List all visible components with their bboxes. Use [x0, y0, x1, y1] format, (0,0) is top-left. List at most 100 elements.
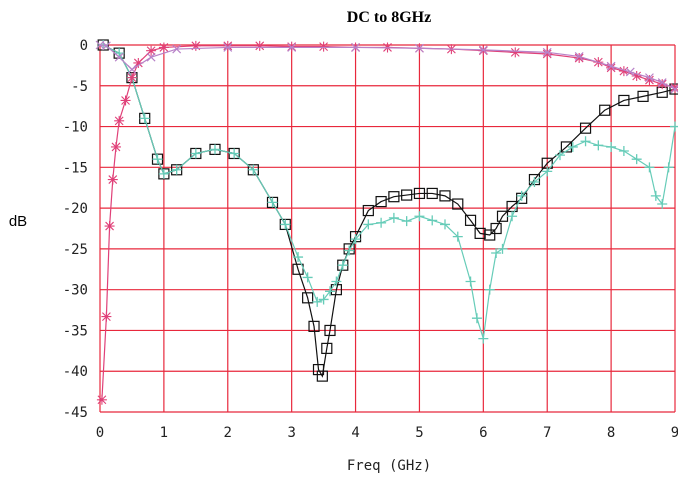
series-1-point-12: [280, 219, 291, 230]
series-3-point-16: [657, 78, 667, 87]
series-1-point-21: [350, 234, 361, 245]
series-3-point-6: [223, 43, 233, 52]
series-0-point-42: [579, 122, 592, 134]
series-1-point-46: [631, 154, 642, 165]
series-2-point-30: [670, 82, 678, 93]
series-0-point-28: [413, 187, 426, 200]
y-axis-label: dB: [9, 213, 27, 230]
series-0-point-14: [302, 292, 314, 304]
series-1-point-40: [555, 150, 565, 161]
x-axis-label: Freq (GHz): [347, 458, 431, 474]
series-1-point-9: [229, 148, 240, 159]
series-2-point-10: [158, 42, 169, 53]
series-0-point-44: [618, 94, 630, 107]
series-2-point-13: [254, 40, 265, 51]
series-1-point-33: [484, 284, 495, 295]
series-2-point-26: [618, 66, 629, 77]
series-2-point-25: [606, 62, 617, 73]
series-1-point-31: [471, 313, 482, 324]
series-3-point-13: [606, 61, 616, 71]
series-1-point-35: [497, 243, 508, 254]
x-tick-label-0: 0: [96, 425, 104, 441]
series-2-point-1: [101, 311, 112, 322]
series-1-point-23: [376, 217, 387, 228]
y-tick-label-2: -10: [63, 120, 88, 136]
series-1-point-15: [312, 296, 323, 307]
series-group: [95, 39, 678, 405]
series-0-point-31: [452, 198, 464, 210]
series-1-point-51: [670, 121, 678, 132]
series-1-point-29: [452, 231, 463, 242]
series-1-point-18: [331, 276, 342, 287]
series-0-point-35: [490, 222, 502, 235]
series-2-point-23: [574, 53, 585, 64]
series-2-point-29: [657, 79, 668, 90]
series-2-point-22: [542, 48, 553, 59]
series-3-point-3: [127, 65, 137, 74]
series-1-point-37: [516, 190, 527, 201]
series-1-point-50: [663, 162, 674, 173]
series-2-point-4: [110, 141, 121, 152]
y-tick-label-3: -15: [63, 160, 88, 176]
series-1-point-34: [491, 247, 502, 258]
series-1-point-16: [318, 294, 329, 305]
series-0-point-30: [439, 190, 451, 202]
series-1-point-45: [618, 146, 629, 157]
series-1-point-43: [593, 140, 604, 151]
series-3-point-11: [542, 47, 552, 57]
series-1-line: [102, 44, 676, 339]
y-tick-label-5: -25: [63, 242, 88, 258]
series-1-point-22: [363, 219, 374, 230]
series-1-point-30: [465, 276, 476, 287]
x-tick-label-7: 7: [543, 425, 551, 441]
series-2-point-27: [631, 70, 642, 81]
y-tick-label-8: -40: [63, 364, 88, 380]
series-1-point-6: [171, 164, 182, 175]
series-1-point-10: [248, 164, 259, 175]
series-2-point-15: [318, 41, 329, 52]
series-0-point-16: [312, 363, 325, 376]
series-1-point-36: [507, 211, 518, 222]
series-2-point-0: [96, 394, 107, 405]
y-tick-label-7: -35: [63, 323, 88, 339]
series-1-point-8: [210, 144, 220, 155]
series-2-point-3: [107, 174, 118, 185]
series-2-point-7: [126, 72, 137, 83]
series-1: [98, 40, 678, 344]
series-0-point-43: [599, 104, 611, 116]
series-2-point-8: [133, 57, 144, 68]
series-3-point-1: [101, 41, 111, 51]
y-tick-label-0: 0: [80, 38, 88, 54]
x-tick-label-6: 6: [479, 425, 487, 441]
series-1-point-24: [388, 212, 399, 223]
series-1-point-7: [190, 148, 201, 159]
series-0-point-45: [637, 90, 649, 102]
series-2-point-21: [510, 47, 521, 58]
series-0-point-26: [388, 191, 400, 203]
series-0-point-29: [426, 187, 438, 200]
series-2-point-6: [120, 95, 131, 106]
series-1-point-28: [440, 219, 450, 230]
y-tick-label-9: -45: [63, 405, 88, 421]
series-1-point-47: [644, 162, 655, 173]
series-1-point-17: [325, 286, 335, 297]
y-tick-label-4: -20: [63, 201, 88, 217]
x-tick-label-4: 4: [351, 425, 359, 441]
series-3-point-14: [625, 67, 635, 77]
series-1-point-38: [529, 177, 540, 188]
series-0-point-24: [362, 204, 374, 217]
series-3: [95, 40, 678, 94]
series-3-point-5: [172, 44, 182, 54]
series-1-point-4: [152, 154, 163, 165]
series-3-point-12: [574, 51, 584, 61]
series-3-point-4: [146, 52, 156, 62]
series-2-point-5: [114, 115, 125, 126]
tick-labels: 0 1 2 3 4 5 6 7 8 9 0 -5 -10 -15 -20 -25 -30 -35 -40 -45: [63, 38, 678, 441]
x-tick-label-3: 3: [287, 425, 295, 441]
series-2-point-2: [104, 221, 115, 232]
series-1-point-39: [542, 166, 553, 177]
y-tick-label-6: -30: [63, 283, 88, 299]
series-3-point-7: [287, 43, 297, 52]
series-2-point-28: [644, 75, 655, 86]
